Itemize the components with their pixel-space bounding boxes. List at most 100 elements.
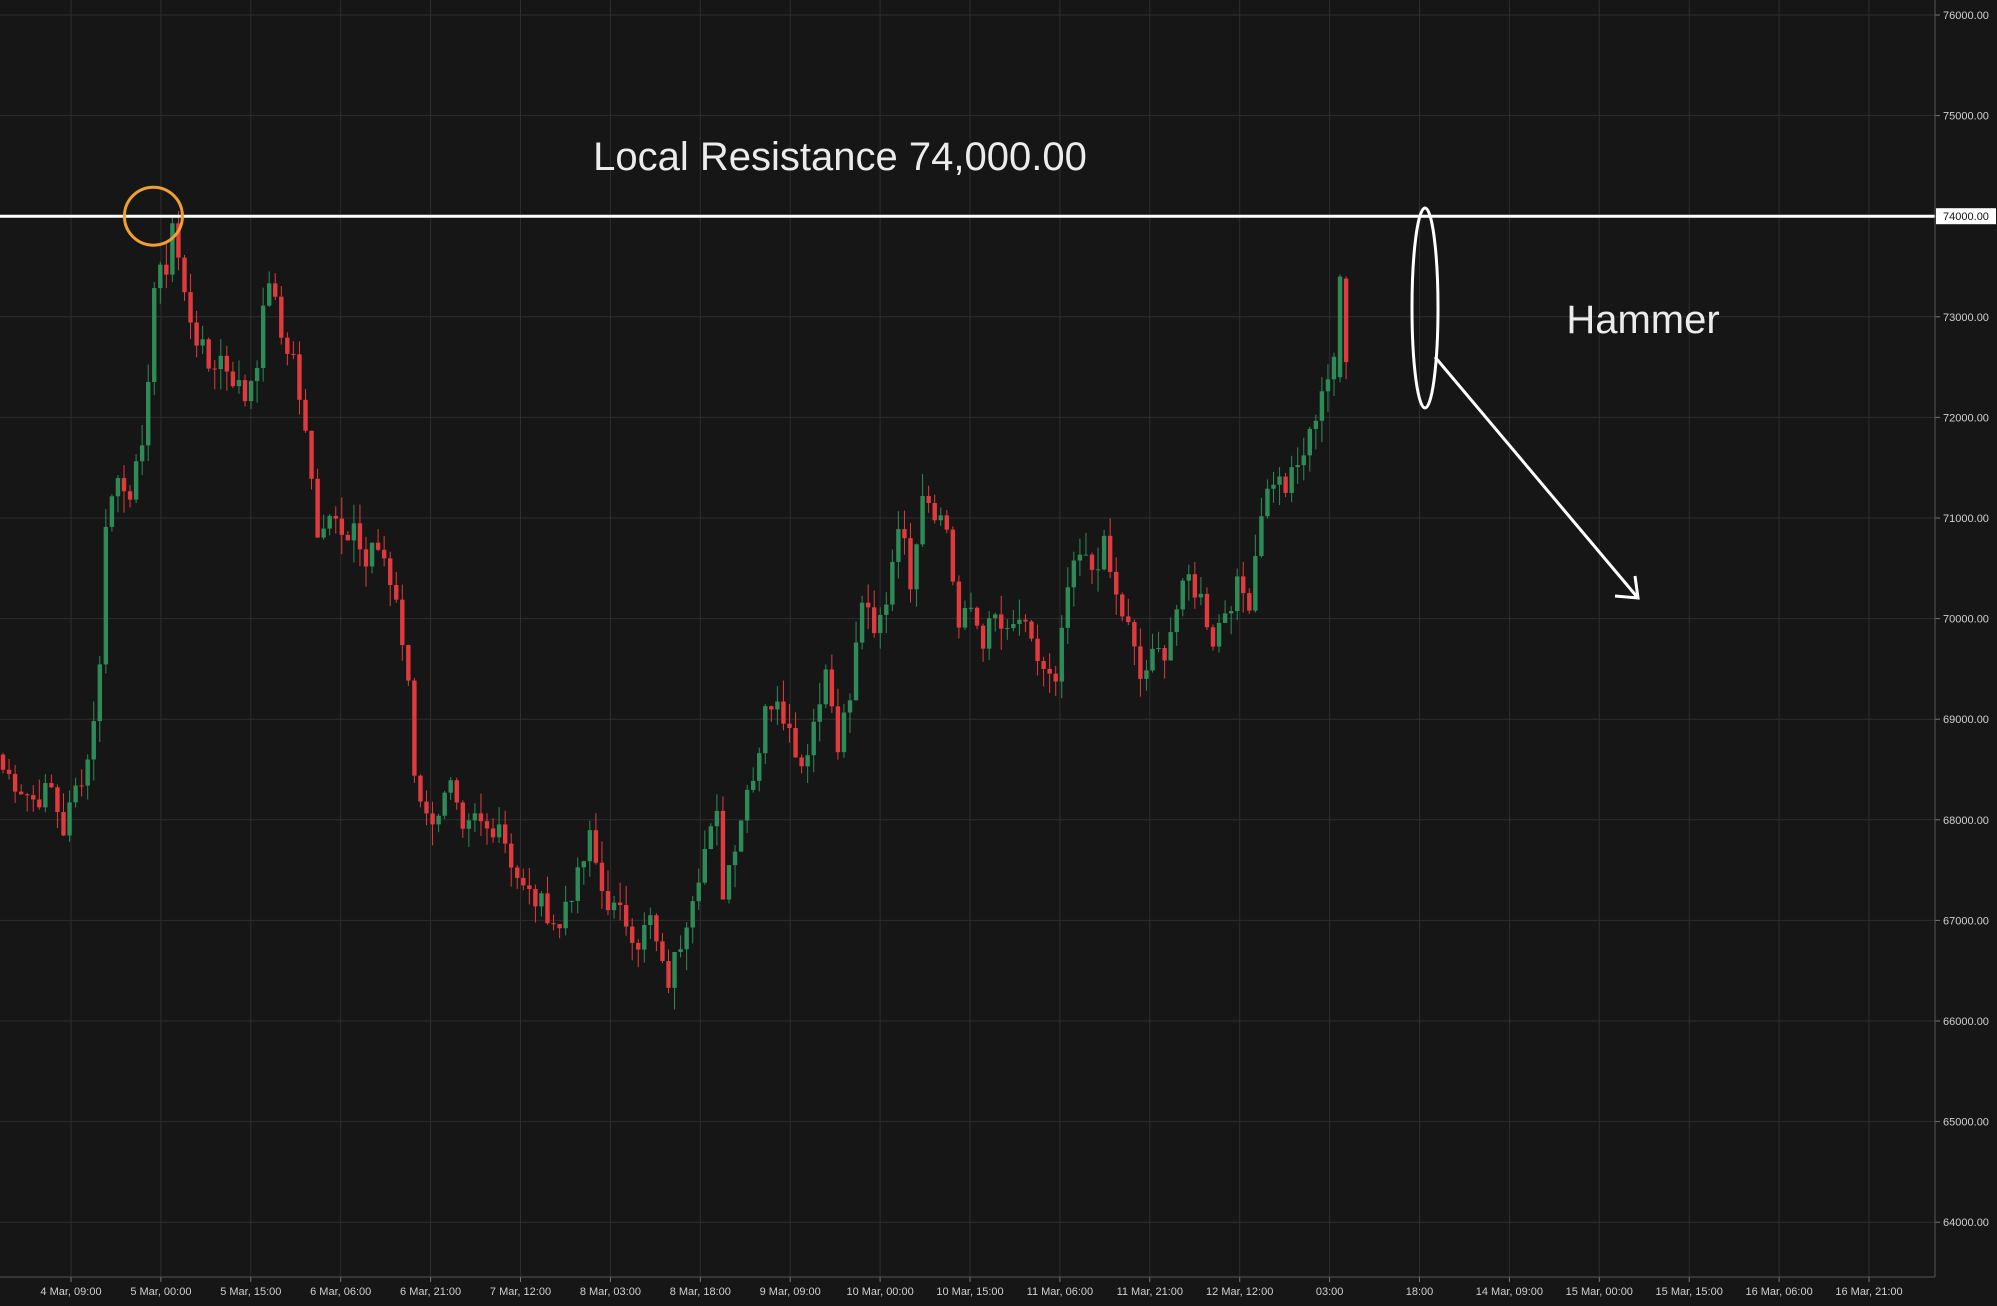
candle[interactable] xyxy=(1241,576,1246,594)
candle[interactable] xyxy=(944,515,949,530)
candle[interactable] xyxy=(599,862,605,892)
candle[interactable] xyxy=(127,491,133,500)
candle[interactable] xyxy=(363,549,369,567)
candle[interactable] xyxy=(273,283,278,297)
candle[interactable] xyxy=(623,905,629,927)
candle[interactable] xyxy=(381,549,387,559)
candle[interactable] xyxy=(6,769,12,774)
candle[interactable] xyxy=(829,669,835,707)
candle[interactable] xyxy=(732,851,738,866)
candle[interactable] xyxy=(521,877,526,886)
candle[interactable] xyxy=(527,885,532,890)
candle[interactable] xyxy=(593,830,599,863)
candle[interactable] xyxy=(285,337,290,354)
candle[interactable] xyxy=(206,339,211,369)
candle[interactable] xyxy=(79,785,84,787)
candle[interactable] xyxy=(254,368,260,382)
candle[interactable] xyxy=(0,754,6,770)
candle[interactable] xyxy=(158,264,163,289)
candle[interactable] xyxy=(859,602,865,643)
candle[interactable] xyxy=(297,354,302,400)
candle[interactable] xyxy=(726,865,732,900)
candle[interactable] xyxy=(539,893,544,907)
candle[interactable] xyxy=(460,802,465,829)
candle[interactable] xyxy=(406,645,411,681)
candle[interactable] xyxy=(1017,619,1022,625)
candle[interactable] xyxy=(557,924,562,929)
candle[interactable] xyxy=(1005,628,1010,630)
candle[interactable] xyxy=(1065,587,1070,628)
candle[interactable] xyxy=(1222,613,1228,623)
candle[interactable] xyxy=(702,849,707,883)
candle[interactable] xyxy=(369,542,375,567)
candle[interactable] xyxy=(230,371,236,387)
candle[interactable] xyxy=(333,515,338,519)
candle[interactable] xyxy=(1150,648,1155,671)
candle[interactable] xyxy=(248,381,254,402)
candle[interactable] xyxy=(18,791,24,795)
candle[interactable] xyxy=(1047,668,1052,674)
candle[interactable] xyxy=(25,794,30,796)
candle[interactable] xyxy=(267,283,272,306)
candle[interactable] xyxy=(1126,616,1131,623)
candle[interactable] xyxy=(605,891,611,911)
candle[interactable] xyxy=(400,599,405,646)
candle[interactable] xyxy=(823,669,828,705)
candle[interactable] xyxy=(896,529,901,562)
candle[interactable] xyxy=(890,561,895,605)
candle[interactable] xyxy=(1271,484,1276,489)
candle[interactable] xyxy=(738,820,744,852)
candle[interactable] xyxy=(835,706,841,753)
candle[interactable] xyxy=(188,292,193,323)
candle[interactable] xyxy=(303,399,308,431)
candle[interactable] xyxy=(956,581,962,628)
candle[interactable] xyxy=(993,614,998,619)
candle[interactable] xyxy=(454,780,459,803)
candle[interactable] xyxy=(12,773,18,792)
candle[interactable] xyxy=(436,815,441,825)
candle[interactable] xyxy=(853,642,859,701)
candle[interactable] xyxy=(260,305,266,369)
candle[interactable] xyxy=(720,810,726,900)
candle[interactable] xyxy=(1162,648,1167,661)
candle[interactable] xyxy=(630,926,635,943)
candle[interactable] xyxy=(1210,627,1216,647)
candle[interactable] xyxy=(1301,455,1306,466)
candle[interactable] xyxy=(1168,632,1173,661)
candle[interactable] xyxy=(1041,661,1046,669)
candle[interactable] xyxy=(1307,428,1312,456)
candle[interactable] xyxy=(1247,593,1252,611)
candle[interactable] xyxy=(109,496,115,527)
candle[interactable] xyxy=(799,757,804,767)
candle[interactable] xyxy=(1101,535,1107,570)
candle[interactable] xyxy=(351,523,357,541)
candle[interactable] xyxy=(962,607,968,628)
candle[interactable] xyxy=(678,949,683,952)
candle[interactable] xyxy=(133,461,139,500)
candle[interactable] xyxy=(139,445,145,462)
candle[interactable] xyxy=(1259,516,1264,557)
candle[interactable] xyxy=(55,787,60,813)
candle[interactable] xyxy=(569,900,574,902)
candle[interactable] xyxy=(412,680,417,776)
candle[interactable] xyxy=(1198,593,1204,598)
candle[interactable] xyxy=(345,534,351,541)
candle[interactable] xyxy=(200,339,205,346)
candle[interactable] xyxy=(1144,670,1149,679)
candle[interactable] xyxy=(1253,556,1258,611)
candle[interactable] xyxy=(1265,488,1270,517)
candle[interactable] xyxy=(97,664,102,722)
candle[interactable] xyxy=(920,496,925,545)
candle[interactable] xyxy=(327,515,332,529)
candle[interactable] xyxy=(73,785,78,803)
candle[interactable] xyxy=(484,821,490,829)
candle[interactable] xyxy=(442,792,447,816)
candles[interactable] xyxy=(0,211,1349,1010)
candle[interactable] xyxy=(418,775,423,802)
candle[interactable] xyxy=(563,901,568,929)
candle[interactable] xyxy=(1107,535,1113,572)
candle[interactable] xyxy=(1083,554,1089,556)
candle[interactable] xyxy=(575,867,580,901)
